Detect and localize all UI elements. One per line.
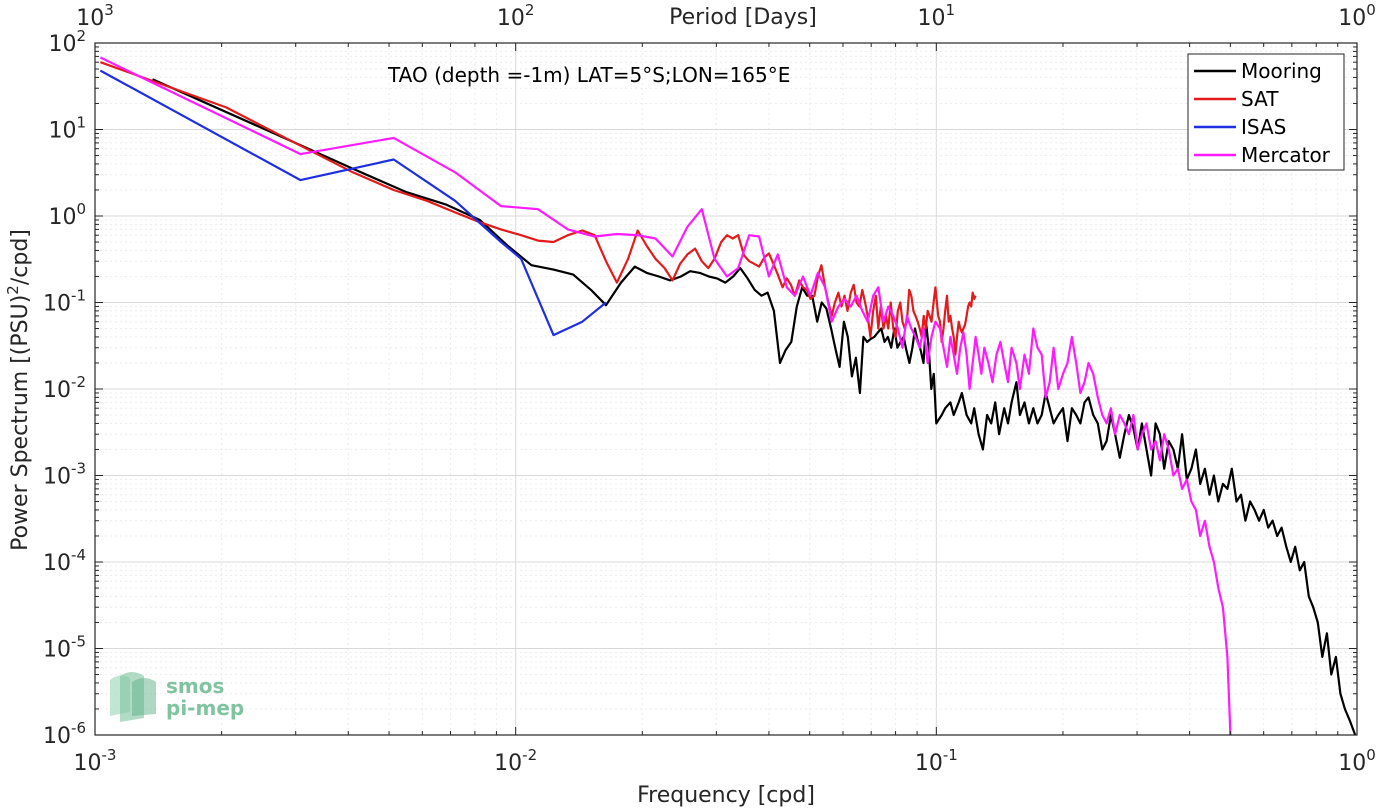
- legend-box: [1187, 53, 1345, 171]
- y-tick-label: 10-5: [43, 633, 86, 663]
- series-layer: [99, 56, 1357, 736]
- x-tick-label: 10-1: [915, 746, 958, 776]
- logo-mark-3: [132, 678, 156, 716]
- y-tick-label: 10-6: [43, 719, 86, 749]
- x-tick-label: 10-3: [74, 746, 117, 776]
- y-tick-label: 101: [48, 114, 86, 144]
- y-tick-label: 102: [48, 27, 86, 57]
- legend-label-isas: ISAS: [1241, 115, 1286, 139]
- logo-line2: pi-mep: [166, 696, 244, 720]
- y-tick-label: 100: [48, 200, 86, 230]
- tick-marks: [94, 43, 1357, 736]
- x-tick-label: 10-2: [494, 746, 537, 776]
- series-line-mercator: [99, 56, 1232, 736]
- top-tick-label: 101: [918, 1, 956, 31]
- y-tick-label: 10-1: [43, 287, 86, 317]
- series-line-mooring: [152, 78, 1357, 736]
- top-tick-label: 103: [76, 1, 114, 31]
- top-tick-label: 102: [497, 1, 535, 31]
- legend-label-sat: SAT: [1241, 87, 1279, 111]
- top-tick-label: 100: [1338, 1, 1376, 31]
- smos-logo: smos pi-mep: [110, 672, 244, 722]
- chart-annotation: TAO (depth =-1m) LAT=5°S;LON=165°E: [387, 63, 790, 87]
- y-tick-label: 10-3: [43, 460, 86, 490]
- legend: Mooring SAT ISAS Mercator: [1187, 53, 1345, 171]
- grid-lines: [94, 43, 1357, 736]
- series-line-isas: [99, 69, 607, 337]
- legend-label-mercator: Mercator: [1241, 143, 1331, 167]
- y-tick-label: 10-4: [43, 546, 86, 576]
- y-axis-label: Power Spectrum [(PSU)2/cpd]: [4, 229, 33, 551]
- top-axis-label: Period [Days]: [669, 5, 817, 30]
- logo-line1: smos: [166, 674, 224, 698]
- x-axis-label: Frequency [cpd]: [637, 783, 815, 808]
- series-line-sat: [100, 61, 977, 356]
- y-tick-label: 10-2: [43, 373, 86, 403]
- legend-label-mooring: Mooring: [1241, 59, 1322, 83]
- x-tick-label: 100: [1338, 746, 1376, 776]
